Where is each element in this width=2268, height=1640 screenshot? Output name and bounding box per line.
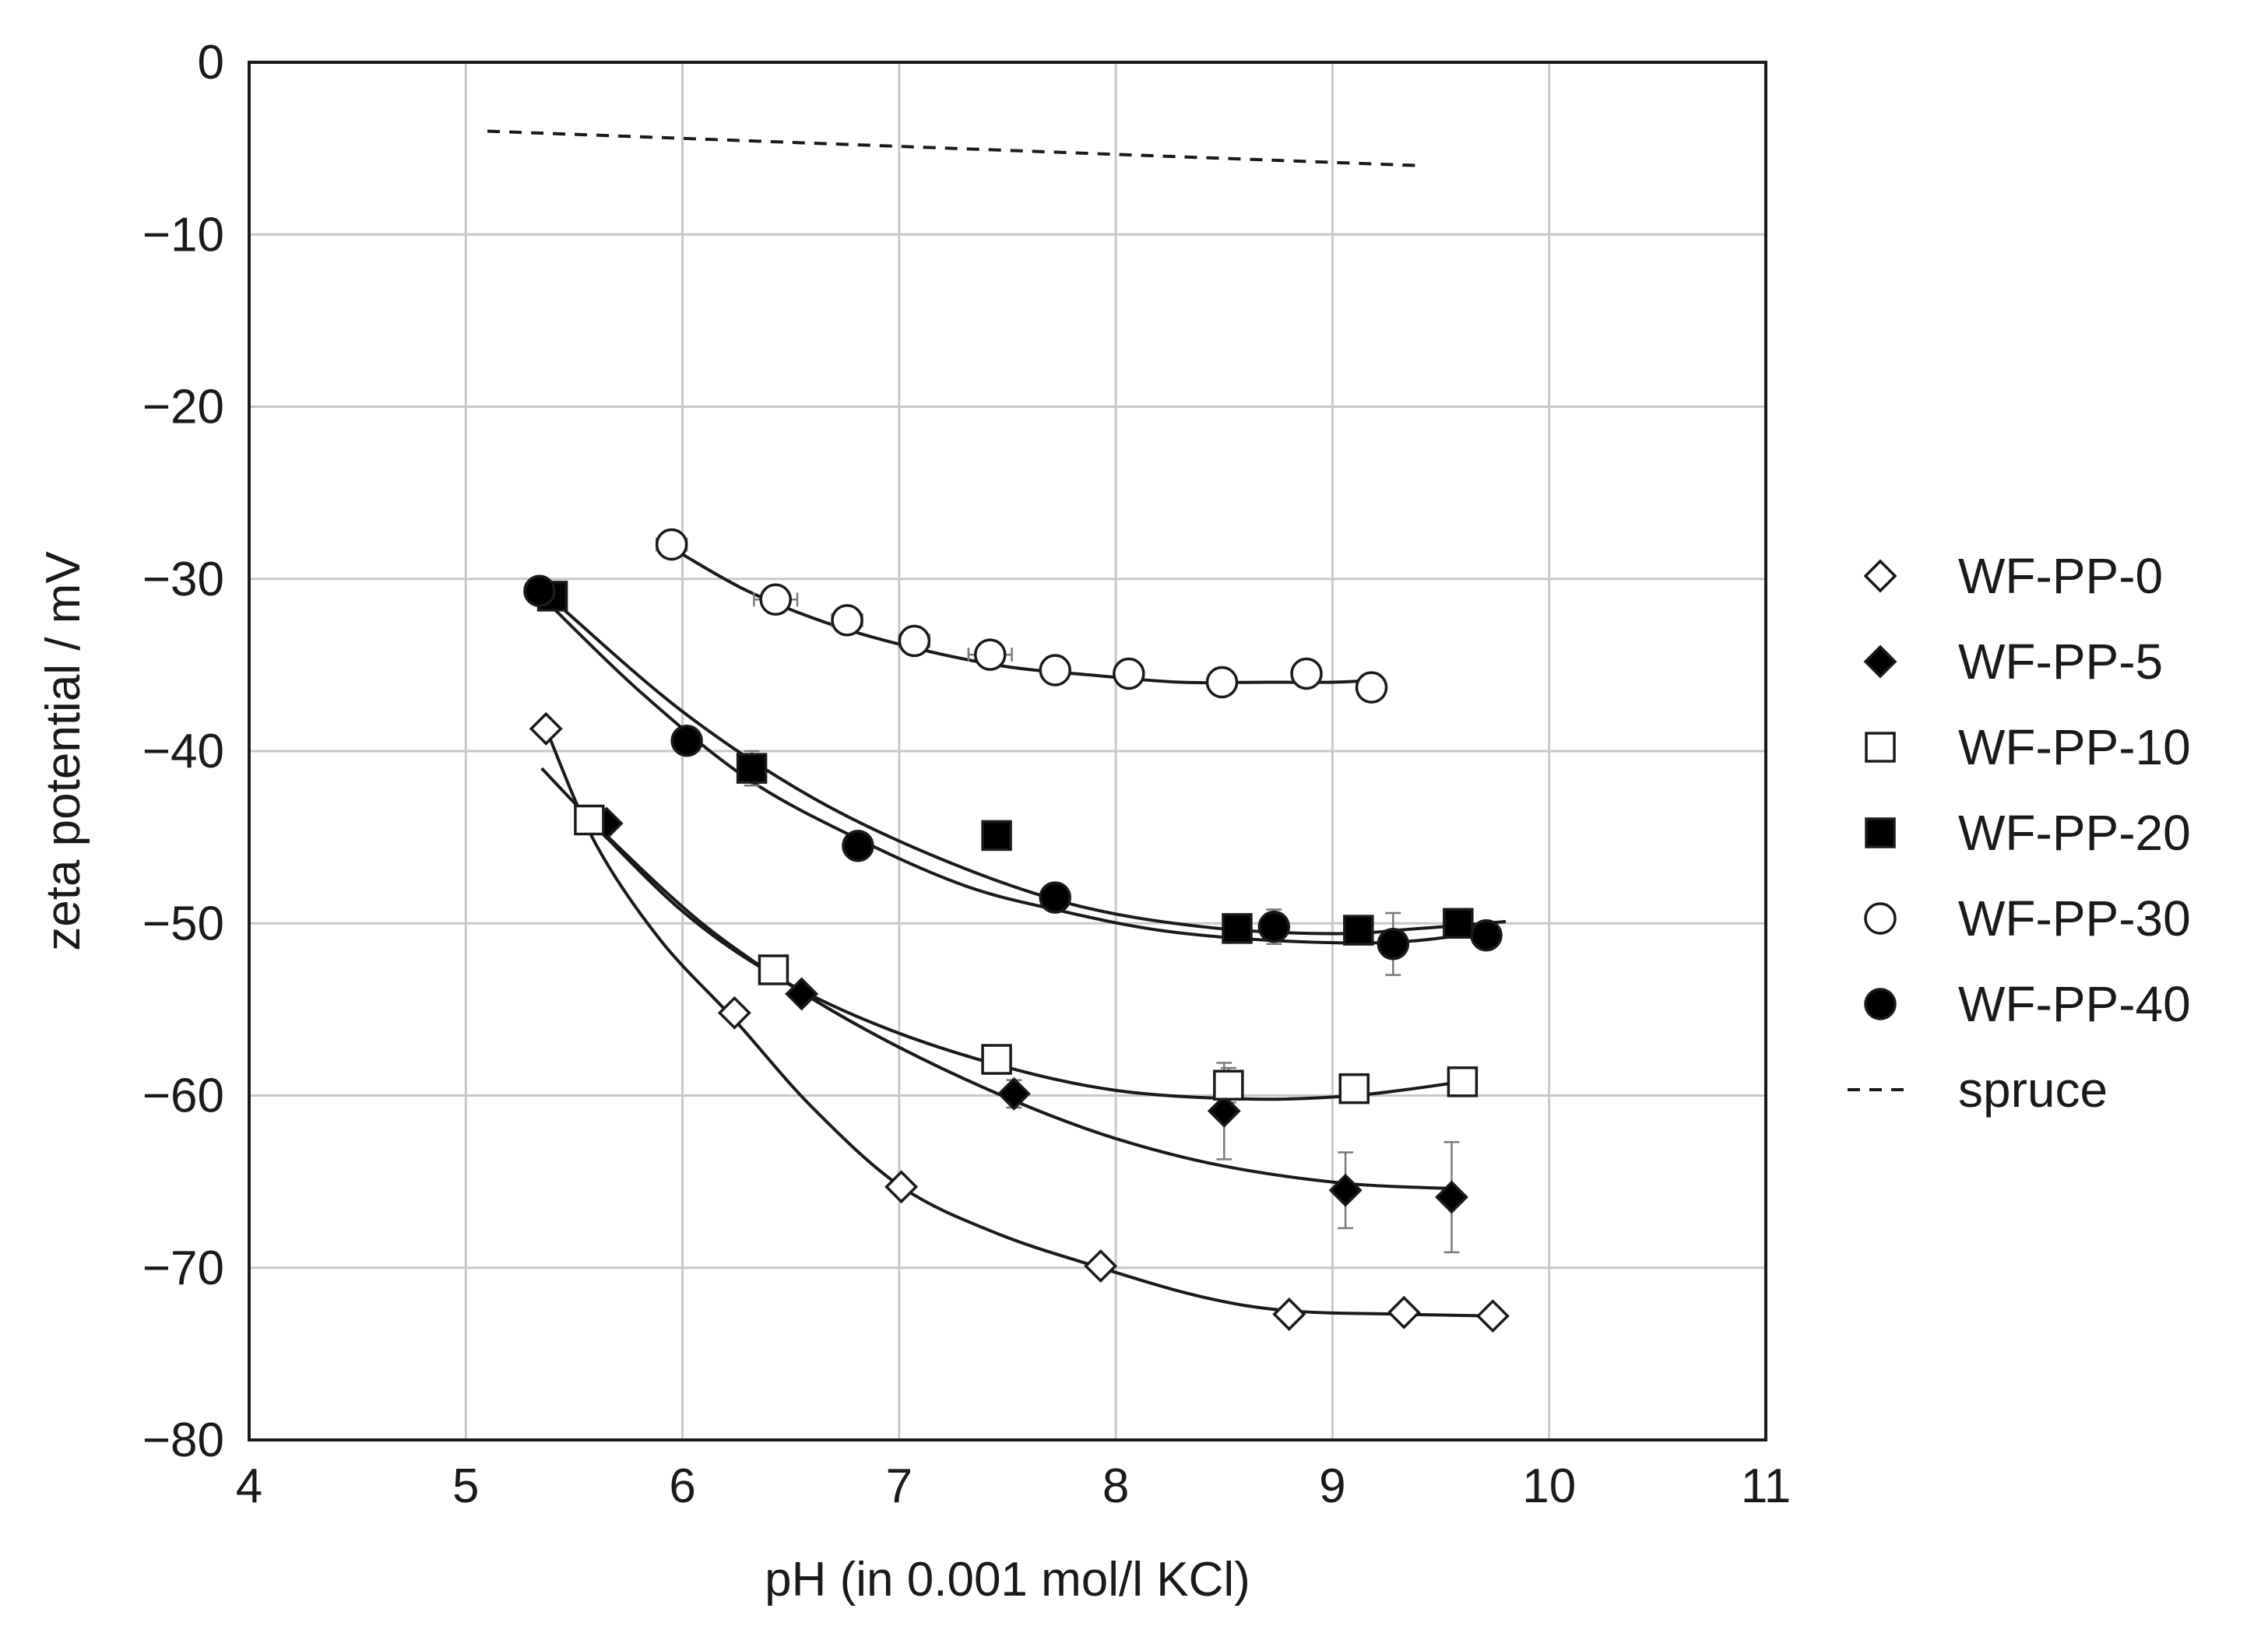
wf-pp-20-point [981,820,1012,852]
wf-pp-0-point [1084,1249,1118,1284]
x-axis-title: pH (in 0.001 mol/l KCl) [765,1553,1250,1607]
legend-wf-pp-0-label: WF-PP-0 [1958,548,2163,604]
wf-pp-20-point [1222,913,1253,944]
wf-pp-5-point [1207,1094,1241,1128]
x-tick-labels: 4 5 6 7 8 9 10 11 [236,1459,1791,1513]
wf-pp-10-point [758,954,789,985]
legend-wf-pp-20-marker [1865,817,1896,848]
wf-pp-40-point [1039,881,1071,914]
y-tick-label: −70 [142,1241,224,1295]
wf-pp-40-point [842,829,874,862]
legend-wf-pp-30-label: WF-PP-30 [1958,890,2191,946]
wf-pp-30-point [1205,665,1239,699]
y-tick-label: −30 [142,553,224,606]
wf-pp-5-point [785,977,819,1011]
x-tick-label: 8 [1102,1459,1129,1513]
legend-wf-pp-40-marker [1864,988,1897,1020]
y-tick-label: −20 [142,381,224,434]
wf-pp-30-point [655,528,688,561]
legend-wf-pp-30-marker [1864,902,1897,935]
legend-wf-pp-20-label: WF-PP-20 [1958,805,2191,861]
x-tick-label: 4 [236,1459,262,1513]
y-tick-label: −10 [142,208,224,262]
wf-pp-0-point [717,996,751,1030]
legend-wf-pp-10-label: WF-PP-10 [1958,719,2191,775]
x-tick-label: 10 [1522,1459,1576,1513]
wf-pp-0-point [884,1170,919,1204]
data-points [523,528,1510,1333]
wf-pp-40-point [1470,918,1503,952]
wf-pp-30-point [1290,657,1323,690]
wf-pp-10-point [981,1044,1012,1075]
wf-pp-0-point [1475,1299,1510,1333]
wf-pp-5-point [997,1076,1031,1111]
legend-wf-pp-40-label: WF-PP-40 [1958,976,2191,1032]
legend-wf-pp-5-marker [1863,644,1897,679]
wf-pp-30-point [1113,657,1145,690]
y-tick-label: −50 [142,897,224,950]
y-tick-label: 0 [198,36,224,90]
wf-pp-40-point [1377,928,1410,960]
wf-pp-40-point [670,724,703,757]
wf-pp-0-point [1387,1295,1421,1329]
wf-pp-10-point [1338,1073,1370,1104]
y-tick-labels: 0 −10 −20 −30 −40 −50 −60 −70 −80 [142,36,224,1467]
wf-pp-10-point [1447,1066,1479,1097]
wf-pp-30-point [759,583,792,616]
wf-pp-40-fit-curve [538,593,1487,945]
wf-pp-5-fit-curve [540,767,1452,1190]
plot-frame [248,61,1767,1442]
y-tick-label: −40 [142,725,224,778]
legend-wf-pp-0-marker [1863,559,1897,593]
x-tick-label: 6 [669,1459,695,1513]
legend-wf-pp-10-marker [1865,732,1896,763]
wf-pp-10-point [1213,1069,1244,1101]
wf-pp-30-point [831,604,863,637]
legend-wf-pp-5-label: WF-PP-5 [1958,634,2163,690]
y-tick-label: −80 [142,1413,224,1467]
legend: WF-PP-0 WF-PP-5 WF-PP-10 WF-PP-20 WF-PP-30 WF… [1848,548,2191,1118]
wf-pp-20-fit-curve [551,598,1507,936]
x-tick-label: 7 [886,1459,912,1513]
wf-pp-20-point [1443,908,1474,939]
y-tick-label: −60 [142,1069,224,1123]
x-tick-label: 11 [1741,1459,1791,1513]
spruce-line [487,129,1419,167]
wf-pp-10-point [574,804,605,836]
wf-pp-20-point [1343,915,1374,946]
wf-pp-0-point [1272,1298,1306,1331]
wf-pp-40-point [1257,910,1291,943]
x-tick-label: 5 [452,1459,479,1513]
fit-curves [487,129,1507,1318]
x-tick-label: 9 [1319,1459,1345,1513]
wf-pp-30-point [973,638,1007,671]
wf-pp-30-point [1039,654,1071,687]
wf-pp-5-point [1328,1173,1363,1207]
y-axis-title: zeta potential / mV [37,551,90,951]
wf-pp-30-point [1355,671,1388,704]
wf-pp-0-point [529,711,563,746]
wf-pp-5-point [1435,1180,1468,1214]
wf-pp-30-point [898,624,931,658]
grid-lines [248,61,1767,1442]
wf-pp-20-point [736,753,768,784]
legend-spruce-label: spruce [1958,1062,2108,1118]
wf-pp-40-point [523,574,556,607]
